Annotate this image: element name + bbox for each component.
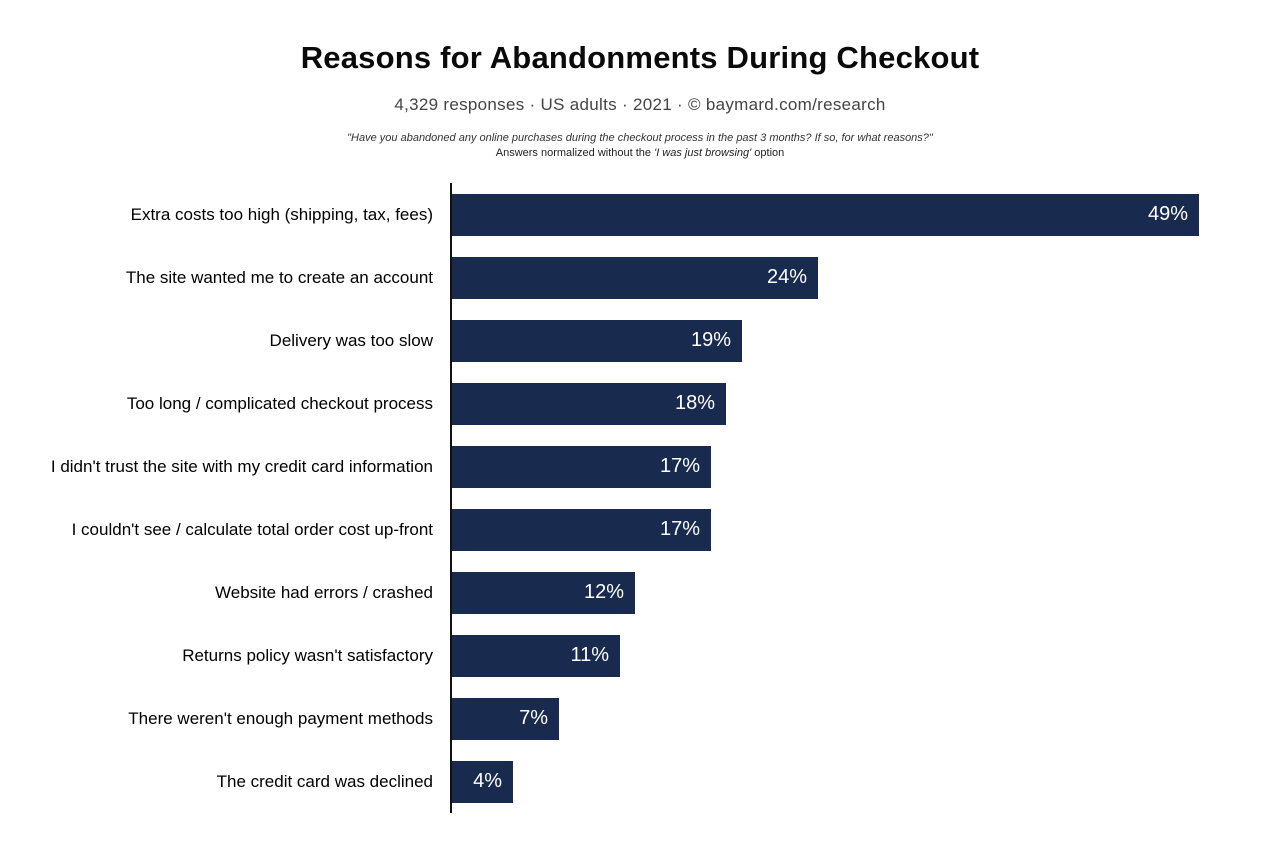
bar: 12% (452, 571, 635, 614)
bar: 17% (452, 445, 711, 488)
bar: 24% (452, 256, 818, 299)
bar-value-label: 24% (766, 266, 807, 288)
bar-value-label: 18% (674, 392, 715, 414)
category-label: There weren't enough payment methods (128, 708, 433, 728)
bar: 49% (452, 193, 1199, 236)
bar-chart: Extra costs too high (shipping, tax, fee… (0, 183, 1280, 813)
chart-row: Returns policy wasn't satisfactory 11% (0, 624, 1280, 687)
category-label: I didn't trust the site with my credit c… (50, 456, 433, 476)
chart-row: I couldn't see / calculate total order c… (0, 498, 1280, 561)
bar: 7% (452, 697, 559, 740)
bar-value-label: 17% (659, 518, 700, 540)
bar-value-label: 4% (473, 770, 502, 792)
chart-row: I didn't trust the site with my credit c… (0, 435, 1280, 498)
bar-value-label: 11% (570, 644, 609, 666)
chart-row: The credit card was declined 4% (0, 750, 1280, 813)
bar-area: 17% (450, 435, 1280, 498)
bar-area: 12% (450, 561, 1280, 624)
chart-row: Website had errors / crashed 12% (0, 561, 1280, 624)
category-label: Website had errors / crashed (215, 582, 433, 602)
bar-value-label: 49% (1147, 203, 1188, 225)
bar-value-label: 12% (583, 581, 624, 603)
normalization-note: Answers normalized without the 'I was ju… (0, 147, 1280, 159)
category-label: The site wanted me to create an account (125, 267, 433, 287)
survey-question-note: "Have you abandoned any online purchases… (347, 132, 933, 144)
bar-area: 7% (450, 687, 1280, 750)
chart-title: Reasons for Abandonments During Checkout (300, 40, 980, 75)
bar: 18% (452, 382, 726, 425)
bar-area: 4% (450, 750, 1280, 813)
category-label: Extra costs too high (shipping, tax, fee… (130, 204, 433, 224)
bar-area: 18% (450, 372, 1280, 435)
bar-area: 17% (450, 498, 1280, 561)
bar-value-label: 19% (690, 329, 731, 351)
normalization-note-prefix: Answers normalized without the (495, 147, 655, 159)
bar-value-label: 17% (659, 455, 700, 477)
bar-value-label: 7% (519, 707, 548, 729)
bar-area: 49% (450, 183, 1280, 246)
category-label: Too long / complicated checkout process (126, 393, 433, 413)
category-label: The credit card was declined (216, 771, 433, 791)
category-label: I couldn't see / calculate total order c… (71, 519, 433, 539)
bar-area: 19% (450, 309, 1280, 372)
normalization-note-italic: 'I was just browsing' (654, 147, 752, 159)
bar: 17% (452, 508, 711, 551)
normalization-note-suffix: option (751, 147, 785, 159)
category-label: Delivery was too slow (269, 330, 433, 350)
chart-subtitle: 4,329 responses · US adults · 2021 · © b… (394, 95, 886, 114)
chart-header: Reasons for Abandonments During Checkout… (0, 0, 1280, 159)
bar: 11% (452, 634, 620, 677)
bar: 19% (452, 319, 742, 362)
category-label: Returns policy wasn't satisfactory (182, 645, 433, 665)
chart-row: There weren't enough payment methods 7% (0, 687, 1280, 750)
bar-area: 24% (450, 246, 1280, 309)
chart-row: Delivery was too slow 19% (0, 309, 1280, 372)
chart-row: Too long / complicated checkout process … (0, 372, 1280, 435)
bar: 4% (452, 760, 513, 803)
chart-row: Extra costs too high (shipping, tax, fee… (0, 183, 1280, 246)
bar-area: 11% (450, 624, 1280, 687)
chart-row: The site wanted me to create an account … (0, 246, 1280, 309)
